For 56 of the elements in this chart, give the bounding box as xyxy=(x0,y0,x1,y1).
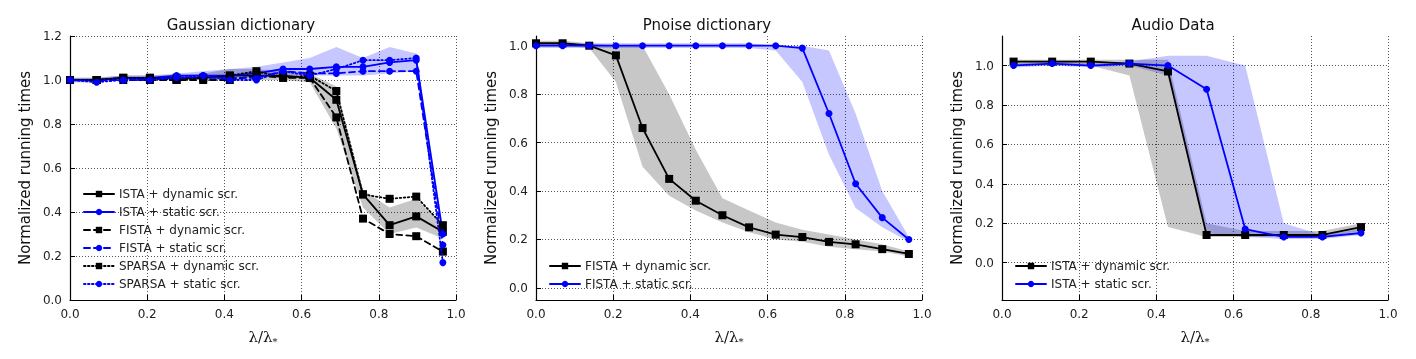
legend-label: SPARSA + static scr. xyxy=(119,277,241,291)
x-tick-label: 1.0 xyxy=(912,307,932,321)
y-tick-label: 1.0 xyxy=(42,73,62,87)
x-tick-label: 0.6 xyxy=(292,307,312,321)
y-axis-title: Normalized running times xyxy=(15,70,34,266)
chart-title: Pnoise dictionary xyxy=(642,15,772,34)
y-tick-label: 1.2 xyxy=(42,29,62,43)
chart-title: Audio Data xyxy=(1131,15,1215,34)
chart-title: Gaussian dictionary xyxy=(166,15,316,34)
x-tick-label: 0.0 xyxy=(992,307,1012,321)
x-tick-label: 1.0 xyxy=(1378,307,1398,321)
legend-label: ISTA + dynamic scr. xyxy=(119,187,239,201)
x-tick-label: 0.8 xyxy=(369,307,389,321)
y-tick-label: 0.2 xyxy=(42,249,62,263)
legend-label: FISTA + dynamic scr. xyxy=(119,223,245,237)
y-tick-label: 0.0 xyxy=(974,255,994,270)
y-tick-label: 1.0 xyxy=(508,38,528,53)
x-tick-label: 0.2 xyxy=(1069,307,1089,321)
y-tick-label: 0.0 xyxy=(42,293,62,307)
y-tick-label: 0.4 xyxy=(42,205,62,219)
legend-label: FISTA + static scr. xyxy=(585,277,693,291)
y-tick-label: 0.2 xyxy=(974,216,994,231)
x-tick-label: 0.6 xyxy=(1224,307,1244,321)
y-tick-label: 0.6 xyxy=(42,161,62,175)
legend-label: FISTA + dynamic scr. xyxy=(585,259,711,273)
legend-label: ISTA + static scr. xyxy=(119,205,220,219)
y-axis-title: Normalized running times xyxy=(947,70,966,266)
y-tick-label: 0.6 xyxy=(508,135,528,150)
y-tick-label: 1.0 xyxy=(974,58,994,73)
x-tick-label: 0.4 xyxy=(214,307,234,321)
x-tick-label: 0.8 xyxy=(1301,307,1321,321)
x-tick-label: 0.0 xyxy=(526,307,546,321)
y-axis-title: Normalized running times xyxy=(481,70,500,266)
y-tick-label: 0.8 xyxy=(974,97,994,112)
x-axis-title: λ/λ* xyxy=(1180,328,1210,347)
y-tick-label: 0.0 xyxy=(508,280,528,295)
x-tick-label: 1.0 xyxy=(446,307,466,321)
y-tick-label: 0.4 xyxy=(974,176,994,191)
x-tick-label: 0.2 xyxy=(603,307,623,321)
y-tick-label: 0.2 xyxy=(508,232,528,247)
y-tick-label: 0.8 xyxy=(42,117,62,131)
x-axis-title: λ/λ* xyxy=(248,328,278,347)
x-tick-label: 0.2 xyxy=(137,307,157,321)
y-tick-label: 0.4 xyxy=(508,184,528,199)
y-tick-label: 0.6 xyxy=(974,137,994,152)
legend-label: FISTA + static scr. xyxy=(119,241,227,255)
x-tick-label: 0.0 xyxy=(60,307,80,321)
legend-label: SPARSA + dynamic scr. xyxy=(119,259,259,273)
x-tick-label: 0.4 xyxy=(680,307,700,321)
y-tick-label: 0.8 xyxy=(508,87,528,102)
legend-label: ISTA + dynamic scr. xyxy=(1051,259,1171,273)
x-tick-label: 0.8 xyxy=(835,307,855,321)
x-tick-label: 0.4 xyxy=(1146,307,1166,321)
x-axis-title: λ/λ* xyxy=(714,328,744,347)
x-tick-label: 0.6 xyxy=(758,307,778,321)
legend-label: ISTA + static scr. xyxy=(1051,277,1152,291)
